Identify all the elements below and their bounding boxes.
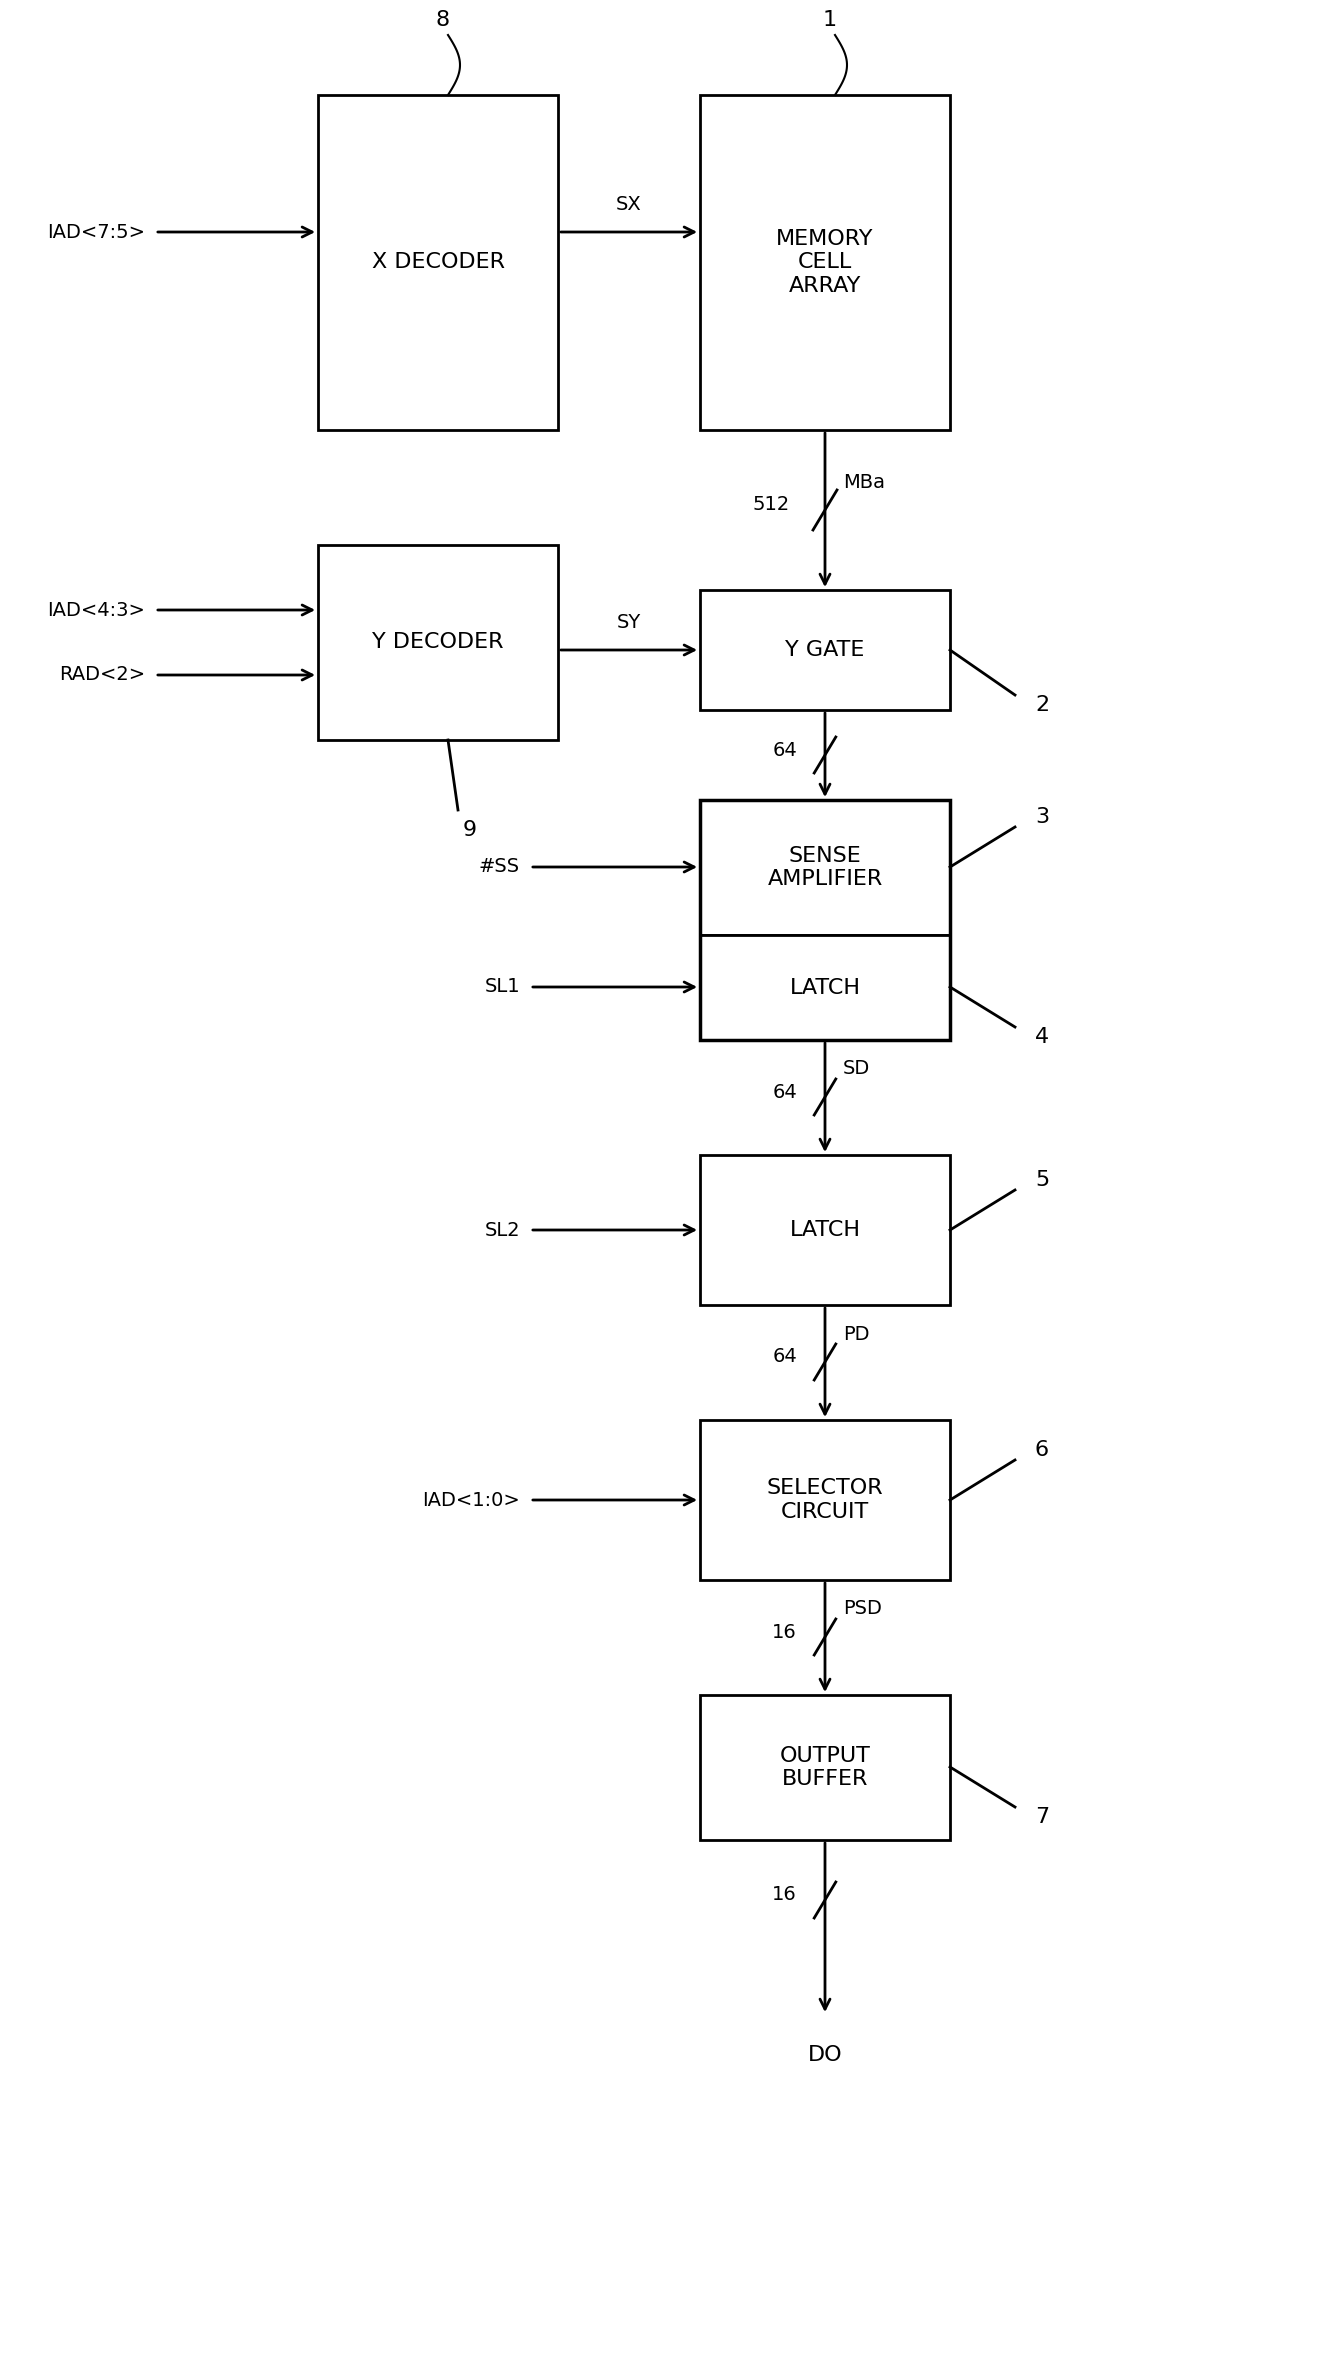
Bar [318, 94, 558, 429]
Text: PSD: PSD [843, 1599, 882, 1618]
Text: LATCH: LATCH [789, 1220, 861, 1241]
Bar [700, 1420, 949, 1581]
Text: 8: 8 [436, 9, 450, 31]
Text: SL2: SL2 [484, 1220, 520, 1238]
Bar [700, 1156, 949, 1305]
Bar [700, 800, 949, 1040]
Text: IAD<7:5>: IAD<7:5> [46, 222, 145, 241]
Text: SD: SD [843, 1059, 870, 1078]
Text: 6: 6 [1036, 1439, 1049, 1460]
Text: SL1: SL1 [484, 977, 520, 995]
Text: 9: 9 [463, 821, 477, 840]
Text: RAD<2>: RAD<2> [58, 665, 145, 684]
Text: 64: 64 [772, 1083, 797, 1102]
Text: SY: SY [617, 613, 642, 632]
Text: 4: 4 [1036, 1026, 1049, 1047]
Text: Y DECODER: Y DECODER [373, 632, 504, 653]
Text: MEMORY
CELL
ARRAY: MEMORY CELL ARRAY [776, 229, 874, 295]
Bar [700, 800, 949, 934]
Text: OUTPUT
BUFFER: OUTPUT BUFFER [780, 1746, 870, 1788]
Text: MBa: MBa [843, 472, 884, 491]
Text: LATCH: LATCH [789, 977, 861, 998]
Text: 512: 512 [753, 495, 790, 514]
Text: Y GATE: Y GATE [785, 639, 865, 661]
Text: 2: 2 [1036, 696, 1049, 715]
Text: 64: 64 [772, 741, 797, 760]
Text: X DECODER: X DECODER [371, 252, 504, 274]
Text: SX: SX [617, 193, 642, 215]
Text: 1: 1 [823, 9, 837, 31]
Text: SENSE
AMPLIFIER: SENSE AMPLIFIER [768, 847, 883, 889]
Text: IAD<4:3>: IAD<4:3> [48, 602, 145, 620]
Text: 5: 5 [1036, 1170, 1049, 1189]
Bar [318, 545, 558, 741]
Text: PD: PD [843, 1323, 870, 1345]
Text: DO: DO [808, 2045, 842, 2064]
Text: 64: 64 [772, 1347, 797, 1366]
Bar [700, 590, 949, 710]
Text: #SS: #SS [479, 859, 520, 878]
Text: 16: 16 [772, 1885, 797, 1904]
Bar [700, 94, 949, 429]
Text: 16: 16 [772, 1623, 797, 1642]
Text: 3: 3 [1036, 807, 1049, 828]
Text: 7: 7 [1036, 1807, 1049, 1826]
Bar [700, 1696, 949, 1840]
Text: IAD<1:0>: IAD<1:0> [422, 1491, 520, 1510]
Text: SELECTOR
CIRCUIT: SELECTOR CIRCUIT [766, 1479, 883, 1522]
Bar [700, 934, 949, 1040]
